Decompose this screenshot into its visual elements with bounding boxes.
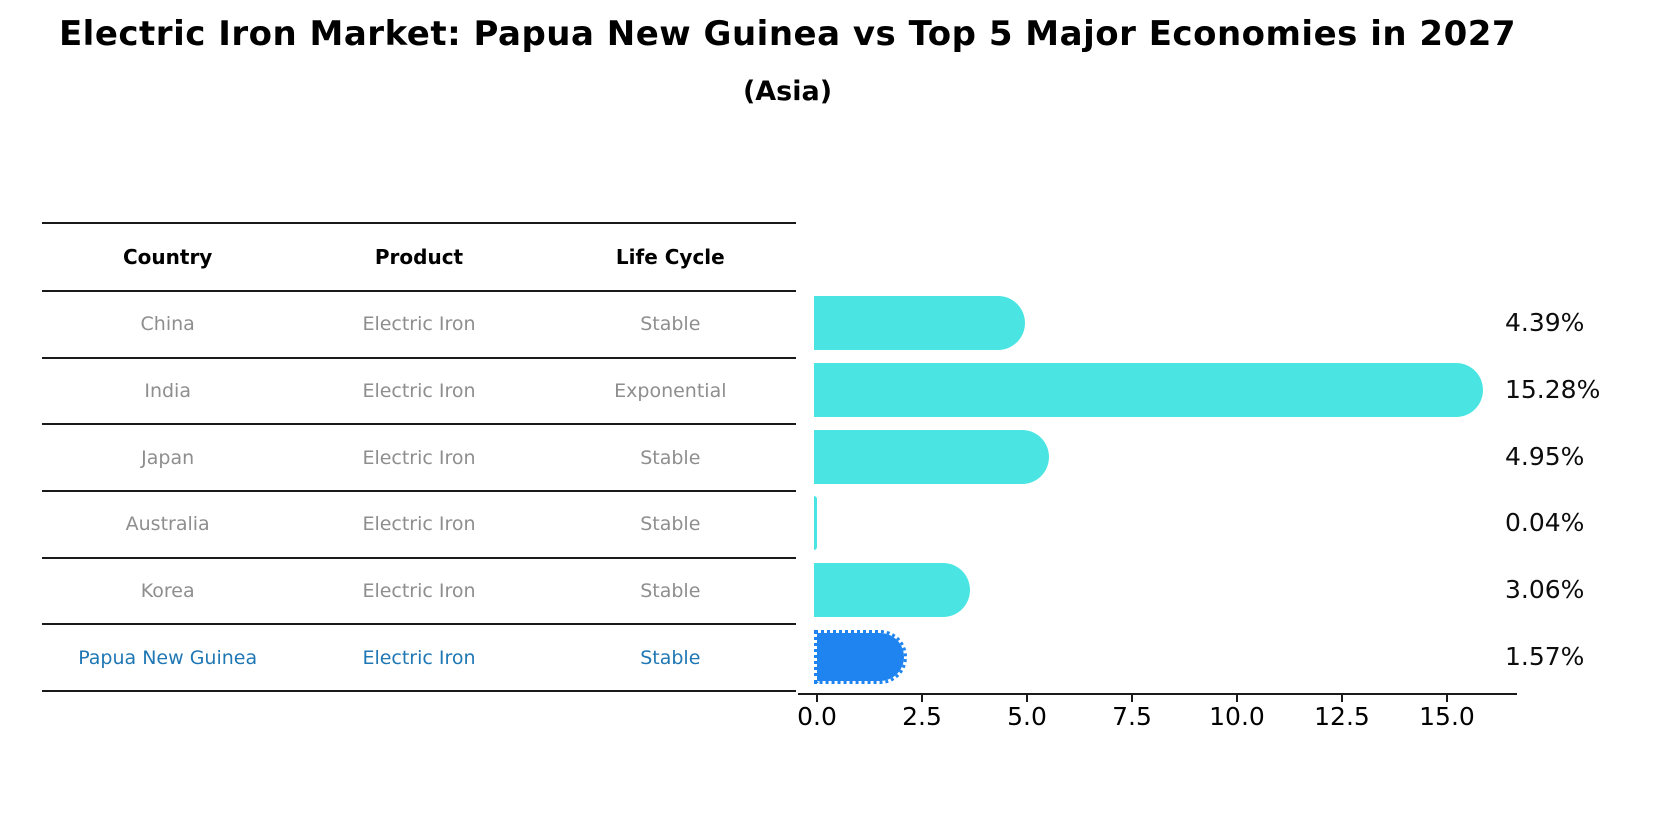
table-cell-life-cycle: Stable [640,446,701,469]
x-axis-tick [1026,695,1028,702]
bar-australia [814,496,818,551]
table-cell-country: Australia [125,513,210,536]
table-cell-country: Korea [140,579,195,602]
bar-japan [814,429,1049,484]
column-header-life-cycle: Life Cycle [615,245,725,269]
table-cell-country: Papua New Guinea [78,646,258,669]
x-axis-tick [1341,695,1343,702]
bar-china [814,296,1026,351]
x-axis-tick [1236,695,1238,702]
x-axis-tick-label: 5.0 [1007,702,1047,731]
country-table: Country Product Life Cycle China Electric… [42,222,796,692]
x-axis-tick-label: 15.0 [1419,702,1475,731]
bar-value-label: 3.06% [1505,574,1585,604]
bar-papua-new-guinea [814,629,907,684]
table-cell-life-cycle: Stable [640,313,701,336]
table-cell-product: Electric Iron [362,446,476,469]
chart-subtitle: (Asia) [742,76,833,107]
chart-title: Electric Iron Market: Papua New Guinea v… [58,14,1517,54]
table-cell-product: Electric Iron [362,513,476,536]
bar-india [814,362,1483,417]
x-axis-tick-label: 7.5 [1112,702,1152,731]
table-row: Australia Electric Iron Stable [42,492,796,559]
table-cell-country: China [140,313,195,336]
table-cell-country: India [144,379,191,402]
table-row: Japan Electric Iron Stable [42,425,796,492]
bar-value-label: 1.57% [1505,641,1585,671]
table-cell-life-cycle: Stable [640,513,701,536]
x-axis-tick-label: 0.0 [797,702,837,731]
table-cell-life-cycle: Stable [640,579,701,602]
x-axis-tick-label: 12.5 [1314,702,1370,731]
bar-value-label: 4.39% [1505,308,1585,338]
x-axis-tick [921,695,923,702]
column-header-product: Product [374,245,464,269]
bar-korea [814,562,970,617]
x-axis-tick [1446,695,1448,702]
table-cell-life-cycle: Exponential [614,379,727,402]
x-axis-tick [1131,695,1133,702]
bar-value-label: 4.95% [1505,441,1585,471]
table-row: India Electric Iron Exponential [42,359,796,426]
table-header-row: Country Product Life Cycle [42,224,796,292]
table-row: Korea Electric Iron Stable [42,559,796,626]
table-cell-life-cycle: Stable [640,646,701,669]
column-header-country: Country [122,245,213,269]
x-axis-tick-label: 2.5 [902,702,942,731]
x-axis-tick-label: 10.0 [1209,702,1265,731]
table-cell-product: Electric Iron [362,646,476,669]
table-row: Papua New Guinea Electric Iron Stable [42,625,796,692]
table-row: China Electric Iron Stable [42,292,796,359]
bar-value-label: 15.28% [1505,374,1601,404]
x-axis-line [798,693,1517,695]
table-cell-country: Japan [141,446,195,469]
bar-value-label: 0.04% [1505,508,1585,538]
table-cell-product: Electric Iron [362,313,476,336]
x-axis-tick [816,695,818,702]
table-cell-product: Electric Iron [362,579,476,602]
table-cell-product: Electric Iron [362,379,476,402]
